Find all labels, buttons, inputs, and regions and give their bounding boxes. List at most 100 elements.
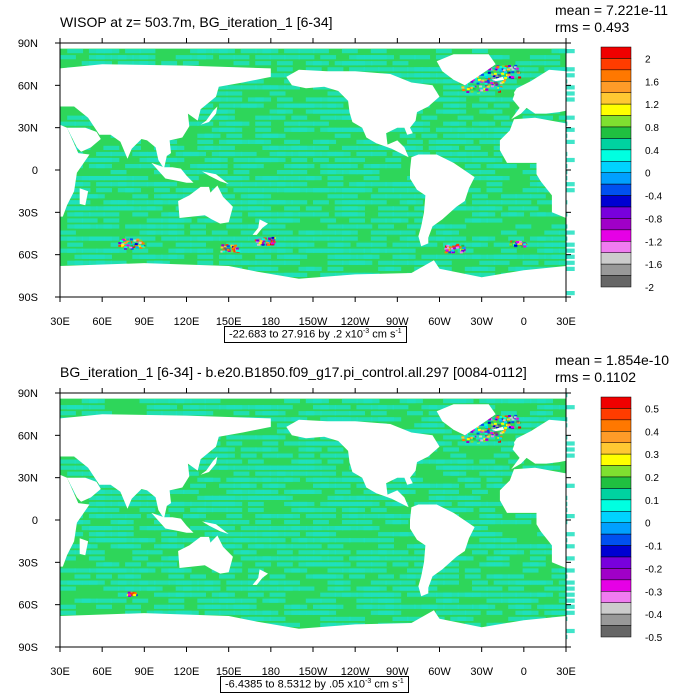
field-cell	[392, 61, 409, 66]
field-cell	[472, 103, 488, 108]
field-cell	[168, 145, 185, 150]
y-tick-label: 90S	[18, 642, 38, 654]
field-cell	[175, 236, 192, 241]
field-cell	[385, 230, 402, 235]
colorbar-label: 0	[645, 519, 651, 530]
field-cell	[414, 544, 431, 549]
field-cell	[298, 501, 315, 507]
field-cell	[117, 200, 134, 205]
field-cell	[496, 66, 500, 69]
contour-range-box: -6.4385 to 8.5312 by .05 x10-3 cm s-1	[220, 676, 409, 693]
field-cell	[103, 49, 120, 54]
field-cell	[421, 115, 438, 120]
field-cell	[139, 538, 156, 543]
field-cell	[219, 145, 235, 150]
field-cell	[132, 501, 149, 507]
field-cell	[493, 422, 497, 425]
field-cell	[520, 245, 524, 248]
field-cell	[522, 568, 539, 573]
field-cell	[262, 453, 279, 458]
land-polygon	[514, 438, 521, 450]
field-cell	[464, 272, 481, 277]
field-cell	[334, 483, 351, 488]
field-cell	[443, 483, 459, 488]
field-cell	[291, 182, 308, 187]
colorbar-label: -0.4	[645, 610, 663, 621]
field-cell	[110, 260, 127, 265]
field-cell	[522, 598, 539, 603]
field-cell	[515, 604, 532, 609]
field-cell	[478, 428, 481, 431]
field-cell	[508, 254, 525, 259]
field-cell	[558, 127, 575, 132]
field-cell	[450, 254, 467, 259]
field-cell	[258, 242, 262, 244]
field-cell	[489, 78, 493, 81]
field-cell	[334, 133, 351, 138]
field-cell	[233, 61, 250, 66]
field-cell	[262, 447, 279, 452]
field-cell	[255, 97, 272, 102]
field-cell	[320, 610, 337, 615]
field-cell	[385, 598, 402, 603]
field-cell	[190, 405, 206, 410]
field-cell	[497, 85, 501, 88]
field-cell	[60, 230, 76, 235]
field-cell	[341, 224, 358, 229]
field-cell	[544, 248, 561, 253]
field-cell	[226, 224, 243, 229]
field-cell	[399, 532, 416, 537]
field-cell	[472, 200, 488, 205]
field-cell	[103, 236, 120, 241]
colorbar: 2 1.6 1.2 0.8 0.4 0 -0.4 -0.8 -1.2 -1.6 -2	[600, 46, 663, 294]
field-cell	[110, 170, 127, 175]
field-cell	[227, 249, 231, 252]
colorbar-swatch	[600, 591, 632, 603]
field-cell	[421, 254, 438, 259]
field-cell	[414, 556, 431, 561]
field-cell	[146, 224, 163, 229]
field-cell	[320, 115, 337, 120]
field-cell	[262, 405, 279, 410]
field-cell	[154, 610, 170, 615]
field-cell	[269, 176, 286, 181]
field-cell	[485, 438, 489, 441]
field-cell	[327, 176, 344, 181]
field-cell	[219, 103, 235, 108]
field-cell	[132, 556, 149, 561]
field-cell	[515, 592, 532, 597]
field-cell	[219, 236, 235, 241]
field-cell	[146, 501, 163, 507]
field-cell	[363, 604, 380, 609]
field-cell	[154, 580, 170, 585]
field-cell	[508, 426, 512, 429]
field-cell	[421, 586, 438, 591]
field-cell	[219, 260, 235, 265]
field-cell	[96, 182, 112, 187]
land-polygon	[491, 426, 505, 432]
field-cell	[486, 501, 503, 507]
land-polygon	[60, 64, 271, 169]
field-cell	[127, 592, 131, 595]
field-cell	[514, 414, 518, 417]
field-cell	[230, 244, 234, 247]
field-cell	[529, 55, 546, 60]
field-cell	[457, 206, 474, 211]
field-cell	[407, 574, 423, 579]
field-cell	[356, 417, 373, 422]
field-cell	[500, 544, 517, 549]
field-cell	[327, 622, 344, 627]
field-cell	[146, 206, 163, 211]
field-cell	[501, 81, 505, 84]
field-cell	[125, 544, 141, 549]
field-cell	[486, 206, 503, 211]
field-cell	[479, 121, 496, 126]
field-cell	[220, 246, 224, 249]
field-cell	[235, 249, 239, 252]
field-cell	[226, 248, 230, 251]
field-cell	[146, 230, 163, 235]
field-cell	[125, 49, 141, 54]
field-cell	[493, 55, 510, 60]
field-cell	[134, 243, 138, 246]
field-cell	[500, 411, 517, 416]
